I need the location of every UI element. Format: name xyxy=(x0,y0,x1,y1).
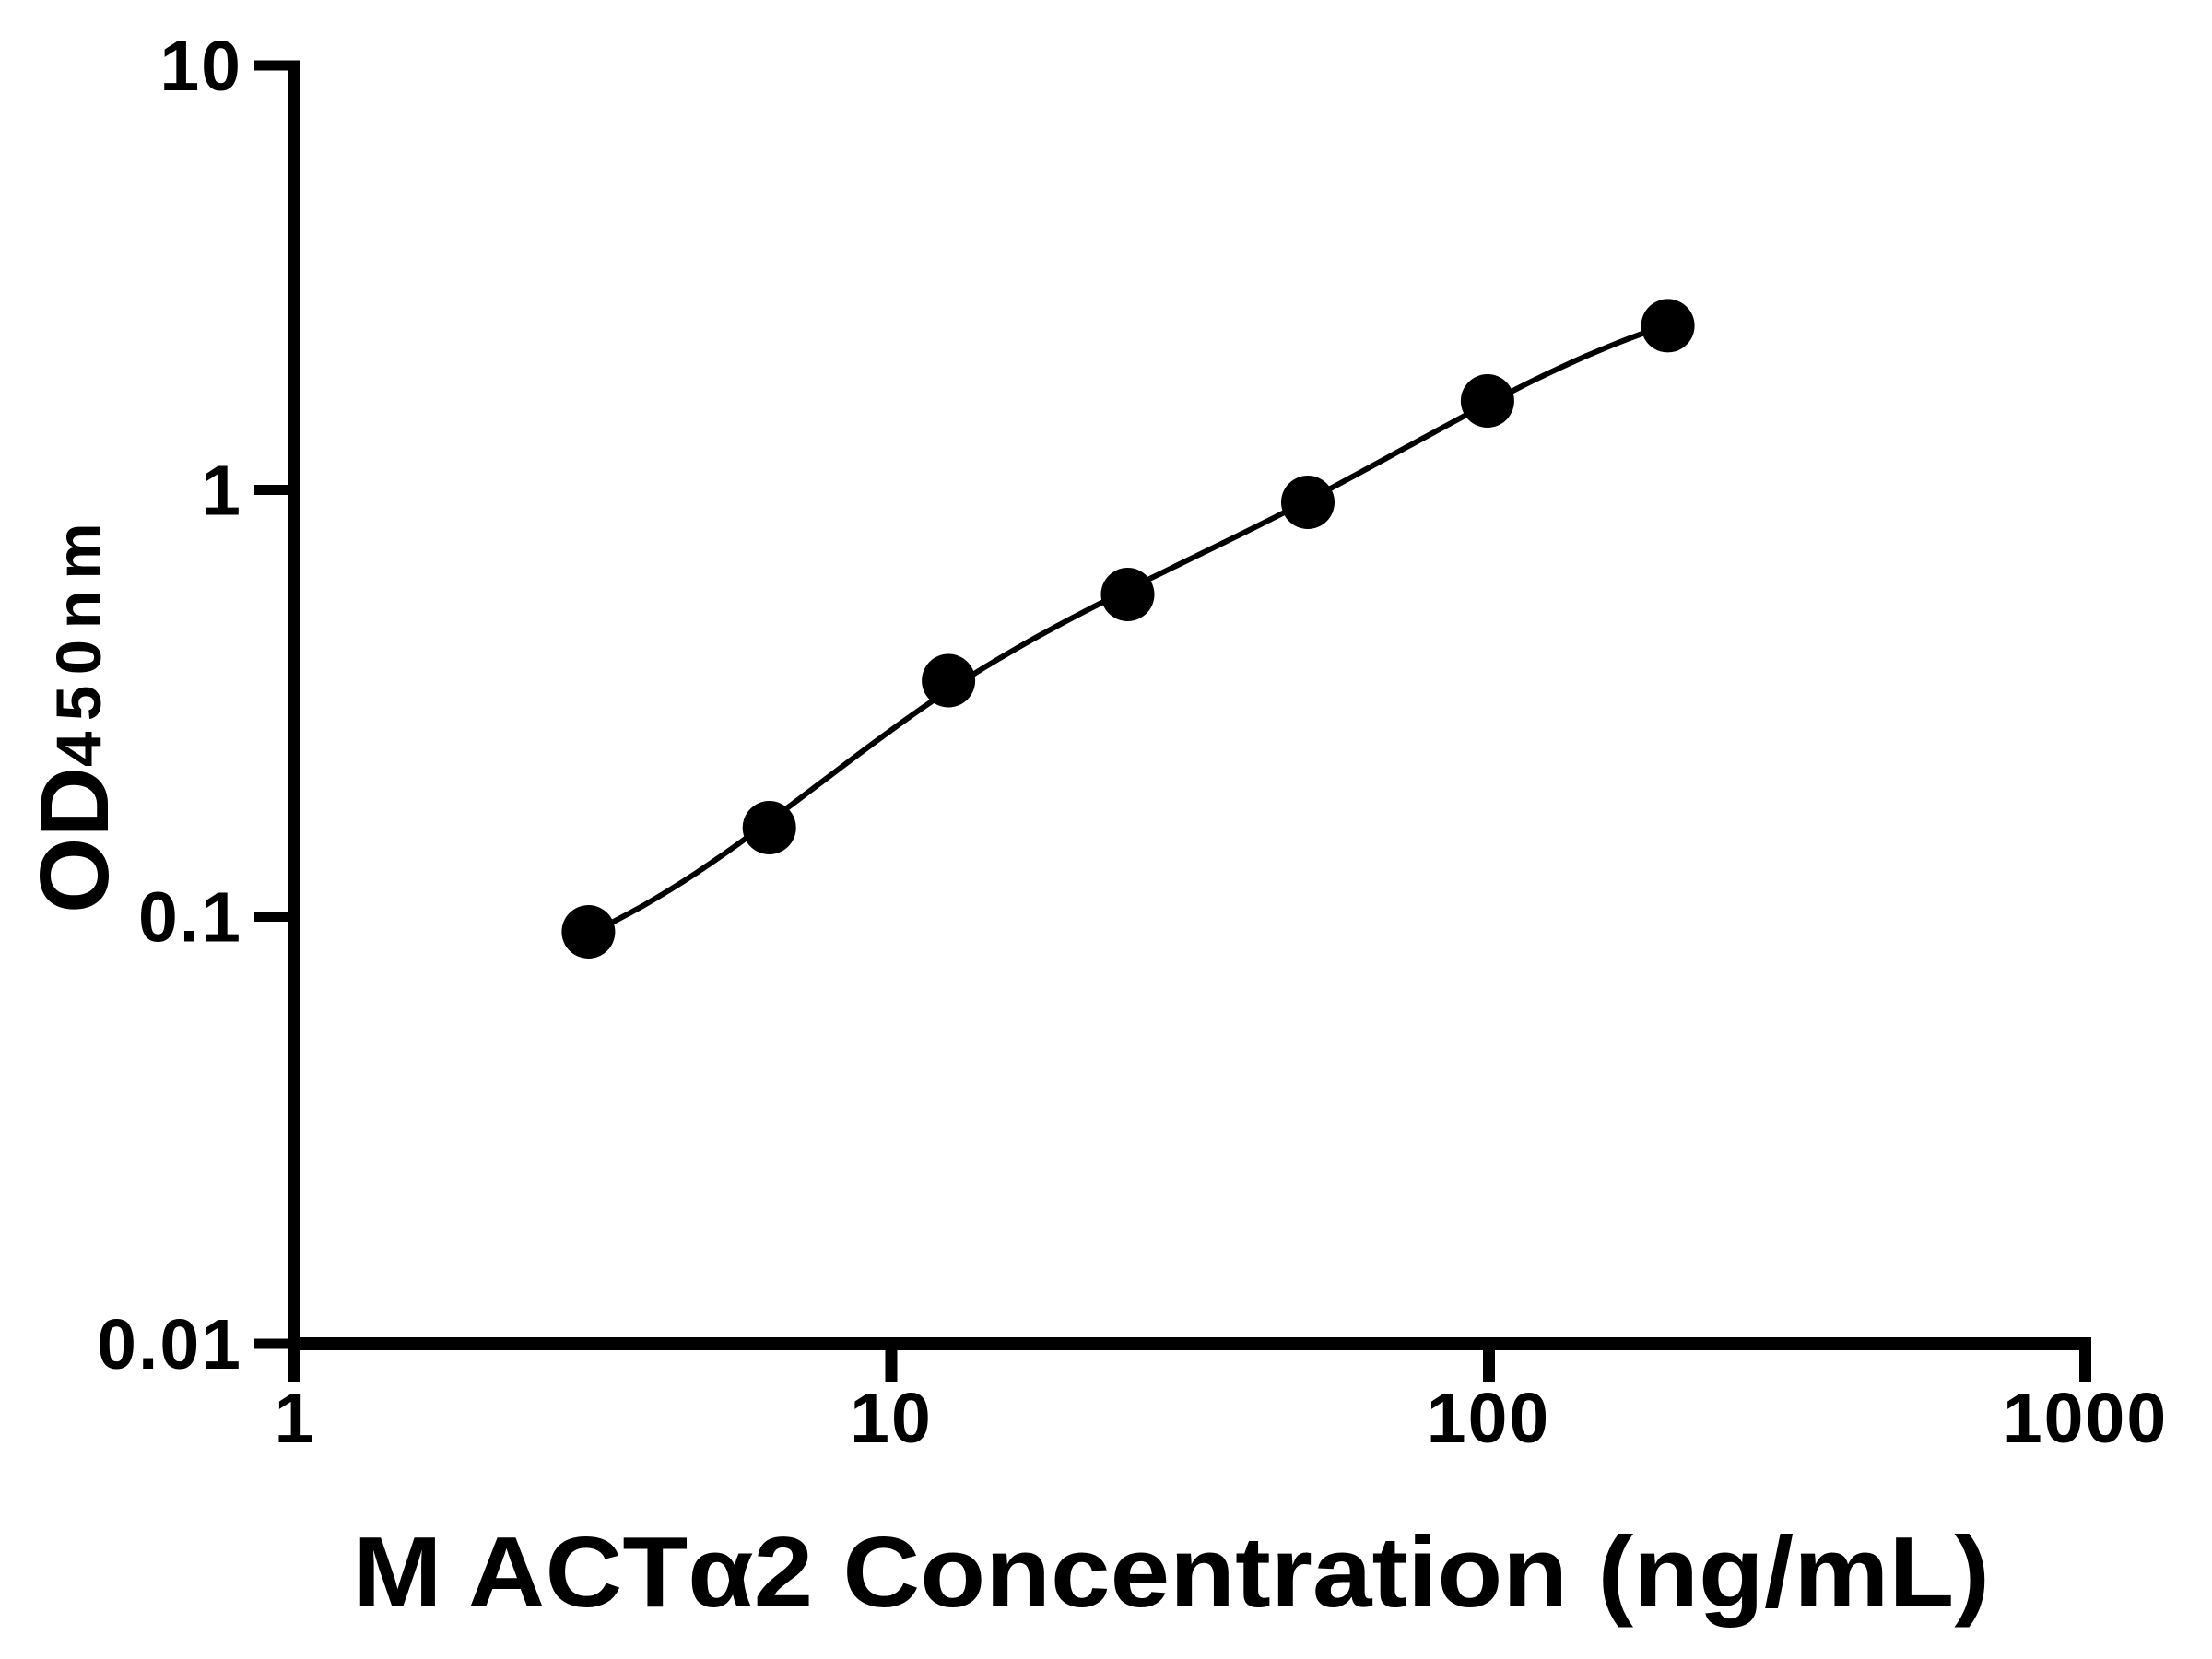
svg-text:0.01: 0.01 xyxy=(97,1305,242,1384)
svg-text:10: 10 xyxy=(159,27,242,106)
svg-text:100: 100 xyxy=(1427,1379,1550,1458)
svg-text:10: 10 xyxy=(850,1379,933,1458)
svg-text:0.1: 0.1 xyxy=(138,878,242,958)
svg-text:1000: 1000 xyxy=(2003,1379,2168,1458)
svg-text:1: 1 xyxy=(275,1379,316,1458)
svg-text:M ACTα2 Concentration (ng/mL): M ACTα2 Concentration (ng/mL) xyxy=(353,1516,1990,1629)
svg-text:OD450nm: OD450nm xyxy=(20,512,129,913)
svg-text:1: 1 xyxy=(201,452,242,531)
